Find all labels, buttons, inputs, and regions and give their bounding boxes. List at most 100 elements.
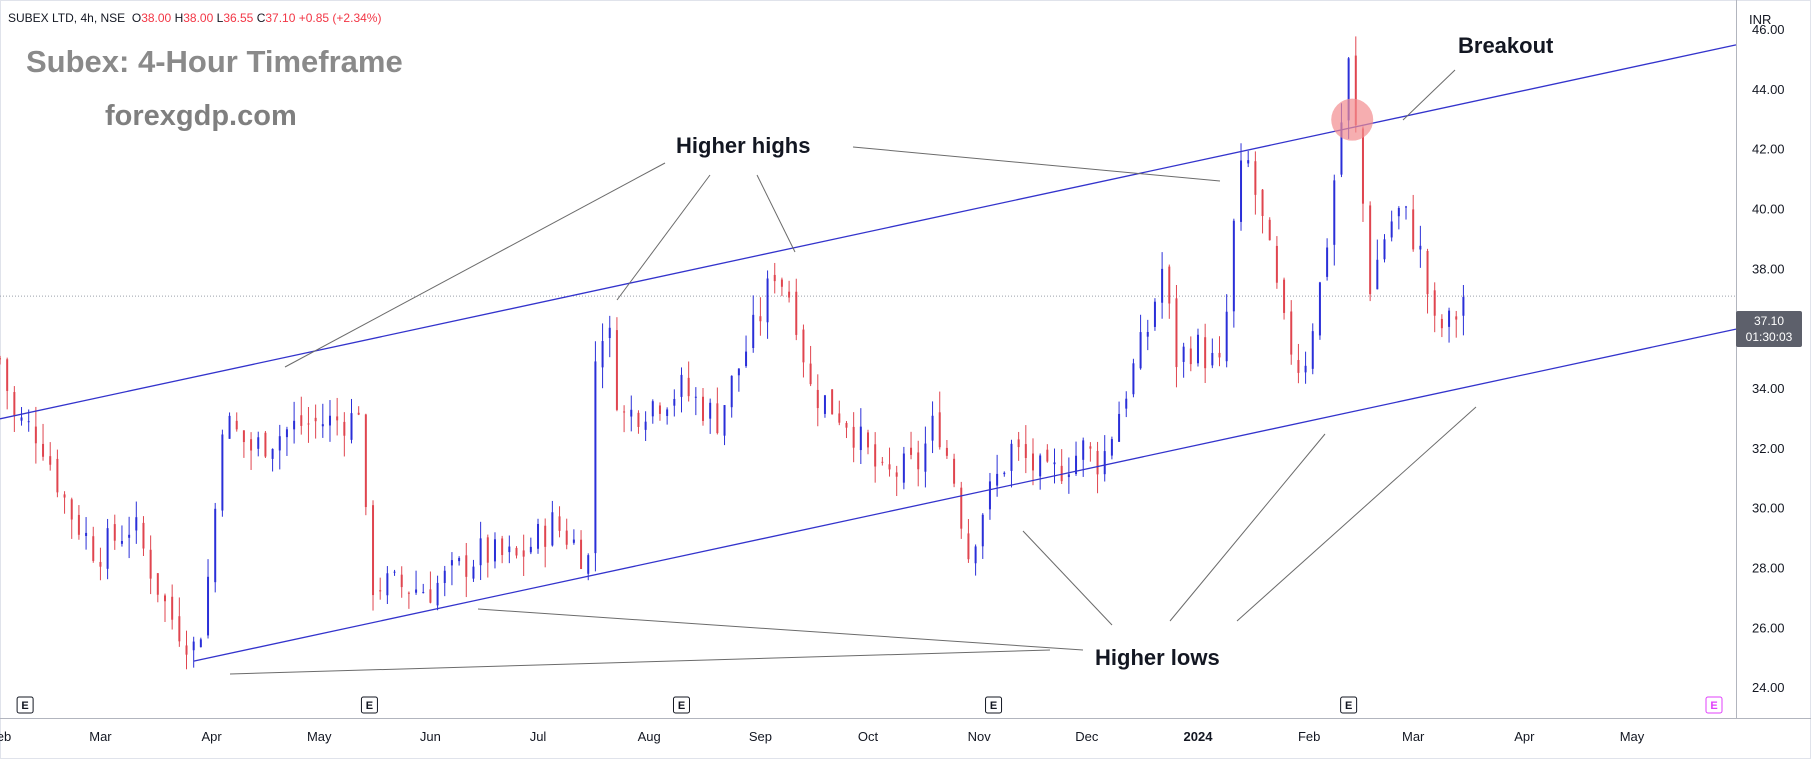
price-tick-label: 26.00 [1752,620,1785,635]
candle [156,573,159,603]
candle [450,552,453,586]
candle [271,448,274,472]
candle [70,497,73,539]
candle [1218,336,1221,367]
annotation-breakout: Breakout [1458,33,1554,58]
candle [522,534,525,577]
candle [479,521,482,581]
pointer-hh-3 [756,174,796,253]
pointer-hl-3 [1022,530,1113,626]
candle [1089,442,1092,462]
time-tick-label: Aug [638,729,661,744]
time-tick-label: Jun [420,729,441,744]
candle [1118,401,1121,442]
channel-line-lower[interactable] [193,328,1737,662]
candle [780,277,783,297]
candle [1376,239,1379,290]
candle [680,367,683,413]
candle [888,447,891,477]
candle [1175,285,1178,388]
candle [314,404,317,439]
candle [1440,314,1443,338]
candle [630,395,633,432]
candle [63,491,66,514]
candle [1240,143,1243,231]
price-tick-label: 38.00 [1752,261,1785,276]
candle [867,429,869,455]
candle [1110,436,1113,460]
price-tick-label: 46.00 [1752,22,1785,37]
candle [881,457,884,466]
candle [902,446,905,490]
candle [20,407,23,426]
candle [1419,225,1422,268]
candle [687,361,690,402]
earnings-e-icon[interactable]: E [672,696,690,714]
candle [1247,150,1250,168]
candle [285,426,288,456]
candle [1433,282,1436,333]
svg-text:E: E [678,700,685,712]
earnings-e-icon[interactable]: E [360,696,378,714]
candle [1275,236,1278,289]
currency-label[interactable]: INR [1749,12,1772,27]
candle [1153,298,1156,331]
annotation-higher-highs: Higher highs [676,133,811,158]
candle [974,544,977,576]
candle [565,518,568,550]
candle [1024,425,1027,474]
annotation-higher-lows: Higher lows [1095,645,1220,670]
time-tick-label: Apr [1514,729,1535,744]
symbol-legend[interactable]: SUBEX LTD, 4h, NSE O38.00 H38.00 L36.55 … [8,11,382,25]
candle [594,341,597,572]
earnings-e-icon[interactable]: E [1705,696,1723,714]
time-tick-label: Nov [968,729,992,744]
candle [709,398,712,434]
candle [651,399,654,424]
candle [493,532,496,569]
candle [85,517,88,550]
candle [199,637,202,648]
breakout-marker [1331,98,1374,141]
candle [407,591,410,609]
time-axis-labels: Feb Mar Apr May Jun Jul Aug Sep Oct Nov Dec 2024 Feb… [0,729,1645,744]
earnings-e-icon[interactable]: E [985,696,1003,714]
candle [637,410,640,434]
candle [644,411,647,442]
candle [544,518,547,568]
candle [1146,319,1149,351]
candle [809,345,812,387]
candle [443,565,446,597]
candle [1017,431,1020,461]
candle [1161,252,1164,319]
time-tick-label: May [1620,729,1645,744]
channel-line-upper[interactable] [0,44,1737,420]
legend-symbol: SUBEX LTD [8,11,74,25]
candle [960,481,963,539]
candle [981,513,984,559]
candle [615,317,618,412]
legend-close-label: C [256,11,266,25]
website-watermark: forexgdp.com [105,100,297,132]
candle [1283,277,1286,320]
candle [831,389,834,415]
candle [293,401,296,444]
candle [436,575,439,611]
time-tick-label: Mar [1402,729,1425,744]
candle [580,530,583,570]
earnings-e-icon[interactable]: E [16,696,34,714]
candle [508,535,511,564]
candle [1103,435,1106,482]
candle [1455,310,1458,338]
annotation-pointers [229,69,1477,675]
candle [1204,323,1207,384]
channel-lines-group [0,44,1737,662]
candle [235,412,238,432]
candle [1397,206,1400,230]
earnings-e-icon[interactable]: E [1340,696,1358,714]
bar-countdown: 01:30:03 [1745,330,1793,344]
time-tick-label: May [307,729,332,744]
candle [163,593,166,622]
candle [1039,453,1042,490]
